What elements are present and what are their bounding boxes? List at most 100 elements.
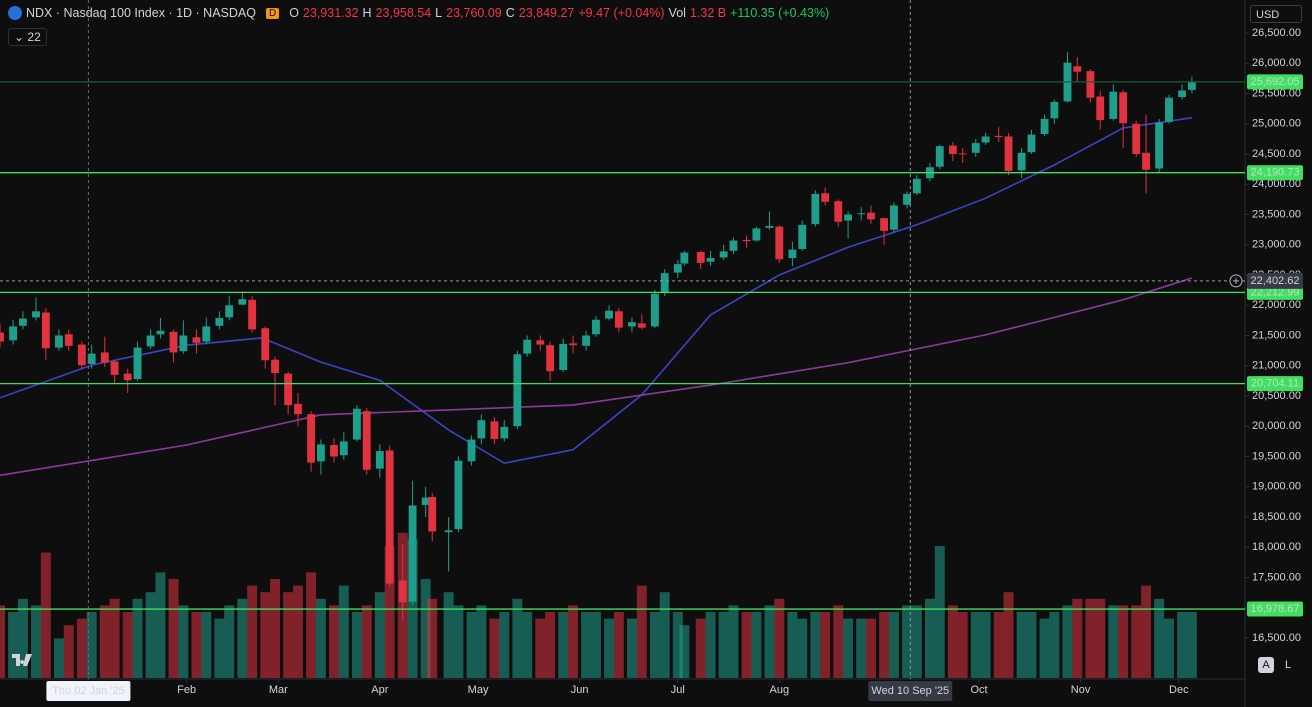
candle-body <box>628 322 636 327</box>
volume-bar <box>1003 592 1014 678</box>
y-tick-label: 26,500.00 <box>1252 27 1301 39</box>
volume-bar <box>168 579 179 678</box>
y-tick-label: 18,500.00 <box>1252 511 1301 523</box>
candle-body <box>202 326 211 342</box>
crosshair-label-bg <box>1247 272 1303 289</box>
volume-bar <box>260 592 271 678</box>
volume-bar <box>679 625 690 678</box>
candle-body <box>912 178 921 194</box>
candle-body <box>192 337 201 343</box>
indicator-count: 22 <box>27 30 41 44</box>
candle-body <box>765 225 774 228</box>
volume-bar <box>1039 618 1050 678</box>
x-tick-label: Dec <box>1169 684 1189 696</box>
candle-body <box>1142 152 1150 170</box>
volume-bar <box>810 612 821 678</box>
y-tick-label: 20,000.00 <box>1252 420 1301 432</box>
volume-bar <box>132 598 143 678</box>
level-label-bg <box>1247 376 1303 392</box>
volume-bar <box>522 612 533 678</box>
candle-body <box>536 340 545 345</box>
volume-bar <box>957 612 968 678</box>
volume-bar <box>820 612 831 678</box>
volume-bar <box>902 605 913 678</box>
candle-body <box>398 580 407 603</box>
candle-body <box>788 249 797 259</box>
candle-body <box>100 352 109 363</box>
candle-body <box>477 420 486 439</box>
y-tick-label: 18,000.00 <box>1252 541 1301 553</box>
volume-bar <box>1072 598 1083 678</box>
date-label-bg <box>46 681 131 701</box>
currency-select[interactable]: USD <box>1250 5 1302 23</box>
log-scale[interactable]: L <box>1284 659 1292 671</box>
volume-bar <box>590 612 601 678</box>
x-tick-label: Nov <box>1071 684 1091 696</box>
candle-body <box>339 441 348 456</box>
volume-bar <box>613 612 624 678</box>
candle-body <box>1073 66 1082 72</box>
c-label: C <box>505 6 515 20</box>
candle-body <box>330 445 338 457</box>
volume-bar <box>1164 618 1174 678</box>
o-label: O <box>289 6 299 20</box>
indicator-toggle[interactable]: ⌄ 22 <box>8 28 47 46</box>
volume-bar <box>1118 605 1129 678</box>
change: +9.47 (+0.04%) <box>578 6 665 20</box>
volume-bar <box>247 585 258 678</box>
symbol[interactable]: NDX · Nasdaq 100 Index · 1D · NASDAQ <box>26 6 256 20</box>
volume-bar <box>797 618 808 678</box>
candle-body <box>375 451 384 469</box>
crosshair-plus-icon <box>1233 277 1239 284</box>
candle-body <box>1004 136 1013 171</box>
volume-bar <box>443 592 454 678</box>
volume-bar <box>76 618 87 678</box>
y-tick-label: 23,000.00 <box>1252 239 1301 251</box>
y-tick-label: 16,500.00 <box>1252 632 1301 644</box>
candle-body <box>55 335 63 348</box>
volume-bar <box>1177 612 1188 678</box>
x-tick-label: Jul <box>671 684 685 696</box>
candle-body <box>490 421 499 439</box>
auto-scale[interactable]: A <box>1258 657 1274 673</box>
candle-body <box>1096 96 1105 121</box>
x-tick-label: Apr <box>371 684 388 696</box>
vol-change: +110.35 (+0.43%) <box>730 6 830 20</box>
candle-body <box>994 135 1003 138</box>
candle-body <box>467 439 476 462</box>
candle-body <box>811 193 820 225</box>
volume-bar <box>374 592 385 678</box>
high: 23,958.54 <box>375 6 432 20</box>
volume-bar <box>53 638 64 678</box>
candle-body <box>798 224 807 249</box>
volume-bar <box>672 612 683 678</box>
y-tick-label: 21,000.00 <box>1252 360 1301 372</box>
volume-bar <box>980 612 991 678</box>
candle-body <box>569 343 577 346</box>
candle-body <box>971 143 980 153</box>
currency: USD <box>1256 9 1280 21</box>
candle-body <box>680 252 689 264</box>
volume-bar <box>1062 605 1073 678</box>
volume-bar <box>888 612 899 678</box>
y-tick-label: 23,500.00 <box>1252 208 1301 220</box>
candle-body <box>156 330 165 335</box>
candle-body <box>889 205 898 230</box>
y-tick-label: 21,500.00 <box>1252 329 1301 341</box>
candle-body <box>582 335 591 346</box>
volume-bar <box>787 612 798 678</box>
candle-body <box>32 311 40 318</box>
candle-body <box>729 240 738 251</box>
tv-logo-mark <box>12 654 32 666</box>
volume-bar <box>659 592 670 678</box>
y-tick-label: 24,500.00 <box>1252 148 1301 160</box>
volume-bar <box>626 618 637 678</box>
volume-bar <box>351 612 362 678</box>
level-label: 22,212.99 <box>1251 286 1300 298</box>
volume-bar <box>545 612 556 678</box>
volume-bar <box>1131 605 1142 678</box>
volume-bar <box>535 618 546 678</box>
volume-bar <box>764 605 775 678</box>
candle-body <box>614 311 623 328</box>
